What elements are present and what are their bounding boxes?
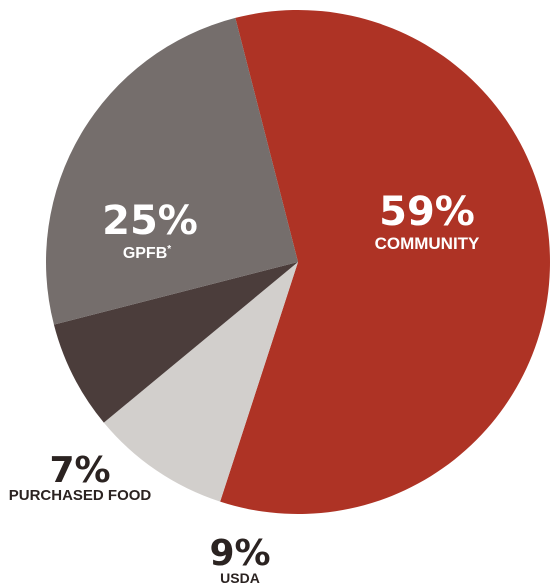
pie-slice-gpfb — [46, 17, 298, 325]
pie-labels: 59%COMMUNITY 9%USDA 7%PURCHASED FOOD 25%GPF… — [9, 189, 480, 586]
slice-name-label: PURCHASED FOOD — [9, 487, 152, 504]
slice-percent-label: 9% — [209, 533, 270, 574]
pie-slice-purchased-food — [53, 262, 298, 423]
pie-slice-usda — [103, 262, 298, 502]
slice-name-label: COMMUNITY — [375, 234, 480, 253]
slice-name-label: GPFB* — [123, 244, 171, 262]
pie-slice-community — [220, 10, 550, 515]
slice-percent-label: 25% — [102, 198, 198, 244]
slice-percent-label: 59% — [379, 189, 475, 235]
slice-percent-label: 7% — [49, 450, 110, 491]
slice-name-label: USDA — [220, 570, 260, 586]
pie-slices — [46, 10, 550, 515]
footnote-marker: * — [167, 244, 171, 255]
